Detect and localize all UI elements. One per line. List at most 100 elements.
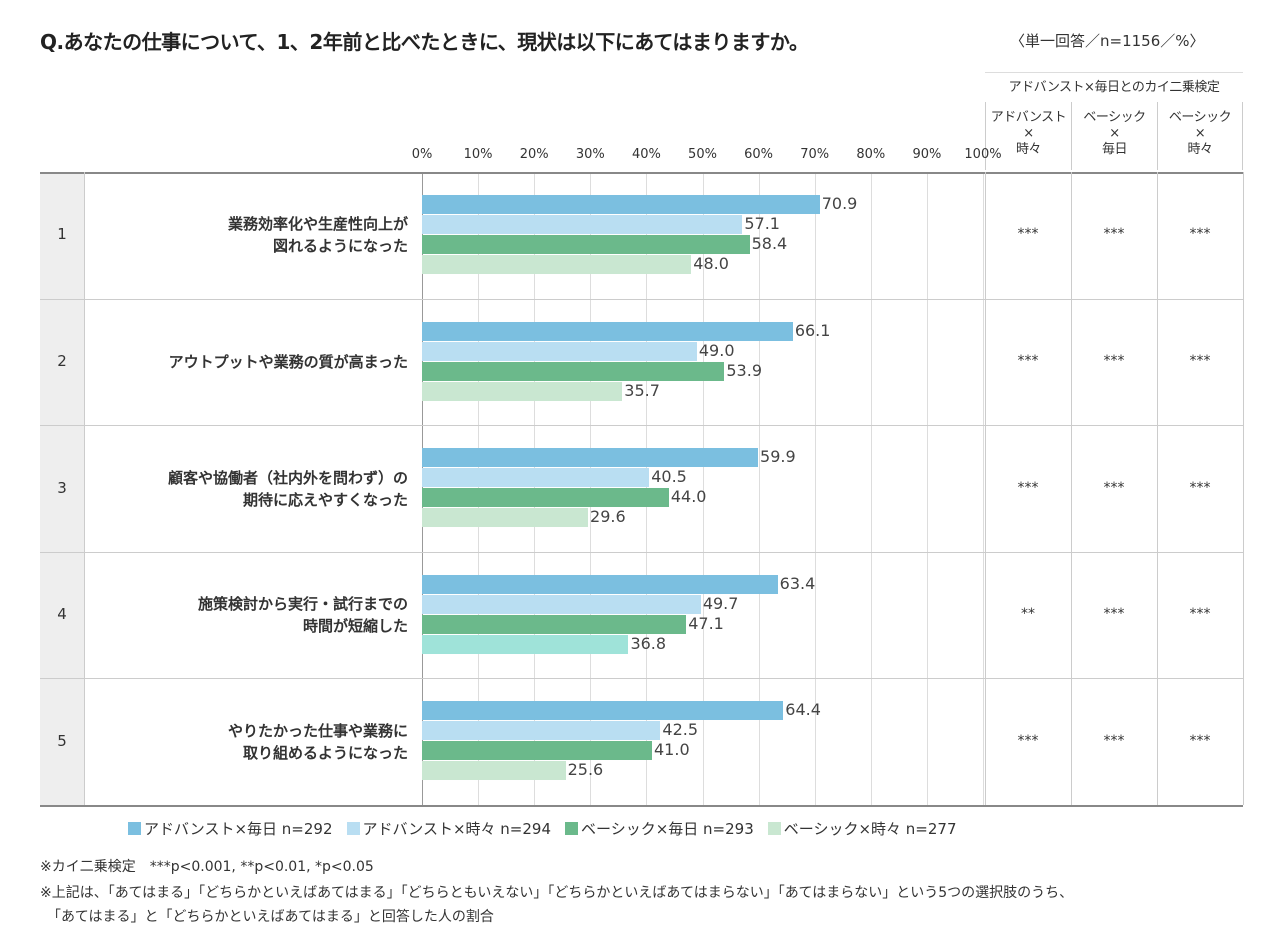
footnote-2: ※上記は、「あてはまる」「どちらかといえばあてはまる」「どちらともいえない」「ど… bbox=[40, 885, 1074, 901]
bar bbox=[422, 761, 566, 781]
chi-square-header: アドバンスト×毎日とのカイ二乗検定 bbox=[985, 72, 1243, 102]
bar bbox=[422, 488, 669, 508]
bar bbox=[422, 634, 629, 654]
significance-mark: *** bbox=[1189, 606, 1211, 623]
gridline bbox=[870, 172, 872, 805]
data-label: 58.4 bbox=[751, 234, 788, 253]
legend-item: アドバンスト×毎日 n=292 bbox=[128, 818, 333, 839]
row-label: 業務効率化や生産性向上が 図れるようになった bbox=[227, 215, 408, 256]
row-number: 5 bbox=[57, 731, 67, 750]
gridline bbox=[814, 172, 816, 805]
chi-col-header-2: ベーシック × 毎日 bbox=[1071, 102, 1157, 170]
bar bbox=[422, 215, 743, 234]
column-divider bbox=[1157, 172, 1158, 805]
significance-mark: *** bbox=[1103, 352, 1125, 369]
significance-mark: *** bbox=[1189, 226, 1211, 243]
legend-swatch bbox=[346, 822, 360, 835]
data-label: 25.6 bbox=[567, 760, 604, 780]
bar bbox=[422, 741, 652, 761]
legend: アドバンスト×毎日 n=292 アドバンスト×時々 n=294 ベーシック×毎日 n… bbox=[128, 818, 957, 839]
legend-label: ベーシック×毎日 n=293 bbox=[581, 820, 754, 838]
significance-mark: *** bbox=[1017, 732, 1039, 749]
data-label: 57.1 bbox=[744, 214, 780, 233]
x-tick-label: 90% bbox=[912, 147, 942, 162]
bar bbox=[422, 468, 650, 488]
gridline bbox=[983, 172, 984, 805]
x-tick-label: 30% bbox=[575, 147, 605, 162]
rownum-column-bg bbox=[40, 174, 84, 805]
bar bbox=[422, 448, 759, 468]
bar bbox=[422, 701, 784, 721]
data-label: 64.4 bbox=[785, 700, 821, 720]
row-divider bbox=[40, 425, 1243, 427]
column-divider bbox=[84, 172, 85, 805]
data-label: 40.5 bbox=[651, 467, 687, 487]
x-tick-label: 60% bbox=[744, 147, 774, 162]
bar bbox=[422, 614, 687, 634]
x-tick-label: 40% bbox=[631, 147, 661, 162]
row-label: 施策検討から実行・試行までの 時間が短縮した bbox=[197, 595, 408, 636]
data-label: 49.0 bbox=[698, 340, 735, 360]
x-tick-label: 50% bbox=[688, 147, 717, 162]
bar bbox=[422, 721, 661, 741]
bar bbox=[422, 381, 623, 401]
column-divider bbox=[1243, 172, 1244, 805]
significance-mark: *** bbox=[1103, 226, 1125, 243]
data-label: 29.6 bbox=[590, 507, 626, 527]
data-label: 53.9 bbox=[726, 360, 762, 380]
bar bbox=[422, 195, 820, 214]
significance-mark: *** bbox=[1189, 352, 1211, 369]
column-divider bbox=[1071, 172, 1072, 805]
chi-col-header-3: ベーシック × 時々 bbox=[1157, 102, 1243, 170]
column-divider bbox=[985, 172, 986, 805]
data-label: 49.7 bbox=[702, 593, 739, 613]
legend-swatch bbox=[128, 822, 141, 835]
significance-mark: *** bbox=[1103, 606, 1125, 623]
x-tick-label: 100% bbox=[964, 147, 1002, 162]
x-tick-label: 0% bbox=[411, 147, 433, 162]
chi-col-header-1: アドバンスト × 時々 bbox=[985, 102, 1071, 170]
bar bbox=[422, 341, 697, 361]
legend-label: アドバンスト×時々 n=294 bbox=[362, 820, 552, 838]
data-label: 41.0 bbox=[654, 740, 690, 760]
legend-swatch bbox=[767, 822, 781, 835]
legend-item: ベーシック×毎日 n=293 bbox=[565, 818, 754, 839]
x-tick-label: 70% bbox=[800, 147, 830, 162]
legend-swatch bbox=[565, 822, 578, 835]
significance-mark: *** bbox=[1017, 479, 1039, 496]
chi-col-label: ベーシック × 時々 bbox=[1168, 110, 1232, 157]
bar bbox=[422, 361, 725, 381]
chart-title: Q.あなたの仕事について、1、2年前と比べたときに、現状は以下にあてはまりますか… bbox=[40, 30, 809, 54]
legend-label: ベーシック×時々 n=277 bbox=[783, 820, 957, 838]
gridline bbox=[926, 172, 928, 805]
significance-mark: *** bbox=[1189, 479, 1211, 496]
row-divider bbox=[40, 298, 1243, 300]
data-label: 36.8 bbox=[630, 633, 667, 653]
footnote-1: ※カイ二乗検定 ***p<0.001, **p<0.01, *p<0.05 bbox=[40, 859, 374, 875]
row-number: 1 bbox=[57, 225, 67, 244]
bar bbox=[422, 255, 692, 274]
legend-item: ベーシック×時々 n=277 bbox=[767, 818, 957, 839]
gridline bbox=[758, 172, 760, 805]
row-number: 2 bbox=[57, 351, 67, 370]
table-bottom-line bbox=[40, 805, 1243, 807]
x-tick-label: 10% bbox=[463, 147, 493, 162]
x-tick-label: 80% bbox=[856, 147, 886, 162]
data-label: 47.1 bbox=[688, 613, 724, 633]
row-label: やりたかった仕事や業務に 取り組めるようになった bbox=[227, 721, 408, 762]
footnote-3: 「あてはまる」と「どちらかといえばあてはまる」と回答した人の割合 bbox=[40, 909, 494, 925]
chi-col-label: ベーシック × 毎日 bbox=[1083, 110, 1146, 157]
significance-mark: *** bbox=[1189, 732, 1211, 749]
legend-item: アドバンスト×時々 n=294 bbox=[346, 818, 552, 839]
data-label: 48.0 bbox=[693, 254, 729, 273]
sample-note: 〈単一回答／n=1156／%〉 bbox=[1010, 32, 1205, 50]
significance-mark: *** bbox=[1017, 352, 1039, 369]
significance-mark: ** bbox=[1021, 606, 1035, 623]
data-label: 42.5 bbox=[662, 720, 699, 740]
significance-mark: *** bbox=[1017, 226, 1039, 243]
data-label: 59.9 bbox=[760, 447, 796, 467]
row-divider bbox=[40, 551, 1243, 553]
significance-mark: *** bbox=[1103, 732, 1125, 749]
data-label: 44.0 bbox=[670, 487, 707, 507]
